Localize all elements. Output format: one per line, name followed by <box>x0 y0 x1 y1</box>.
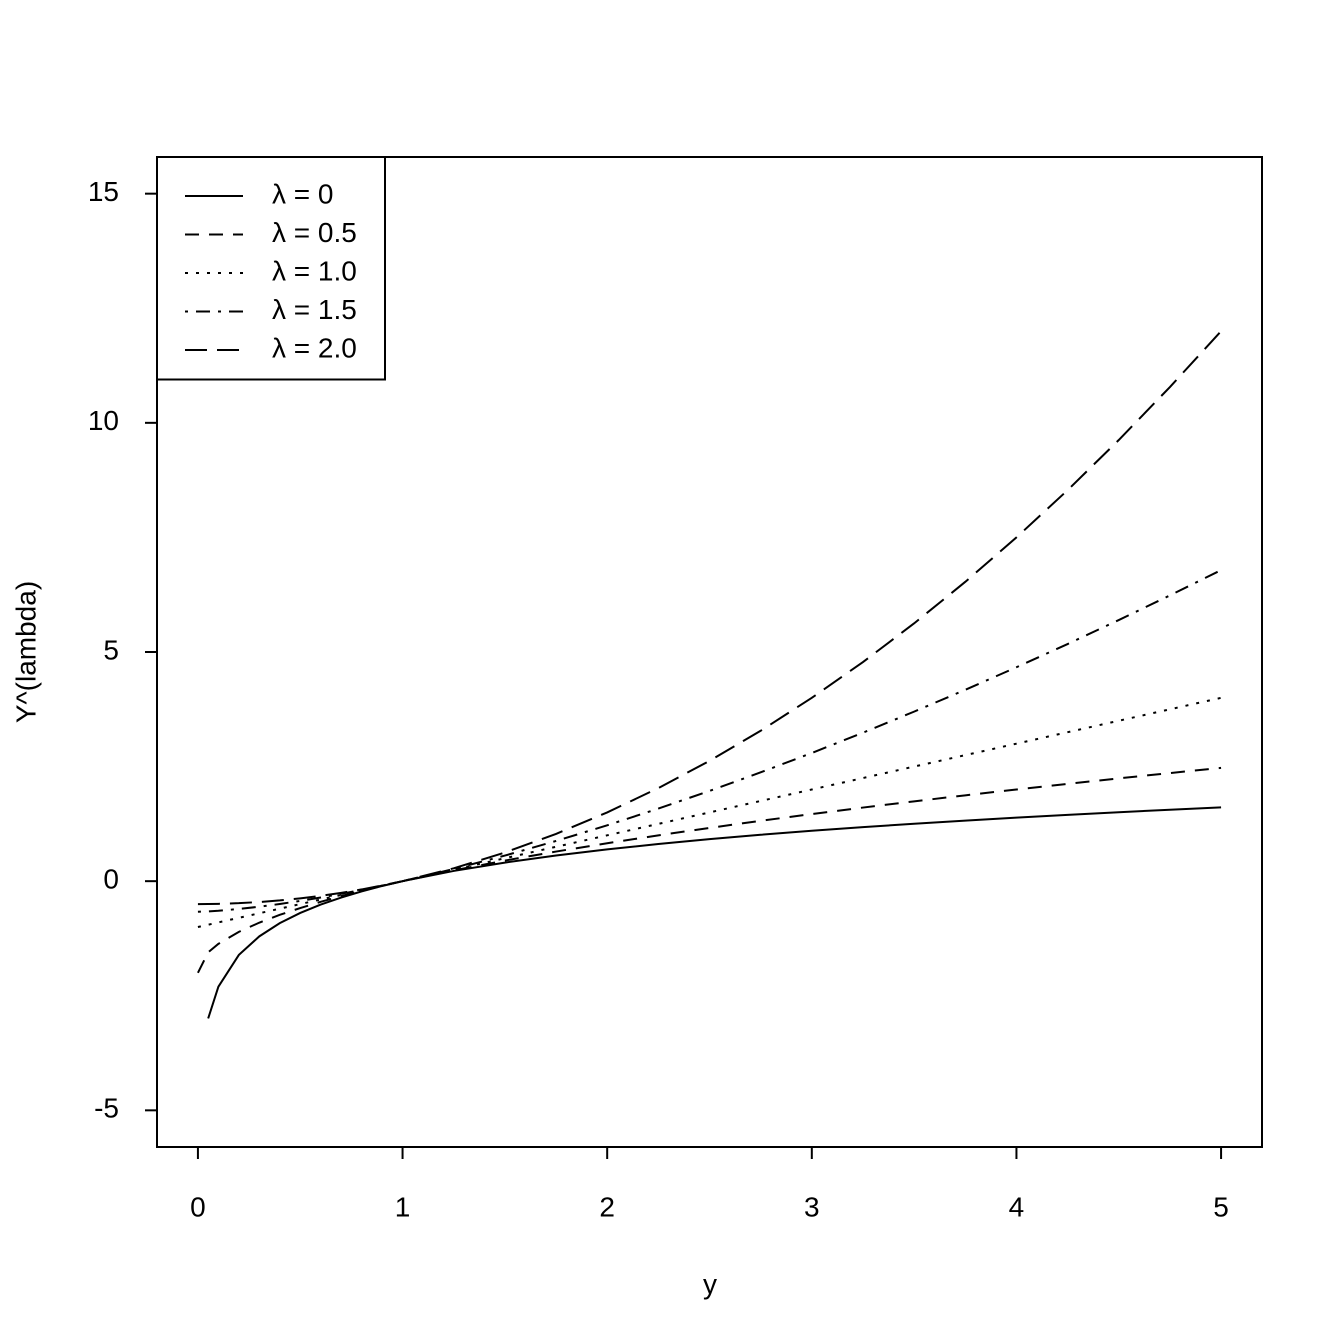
series-line <box>207 806 1222 1019</box>
x-tick-label: 0 <box>190 1191 206 1222</box>
y-tick-label: 15 <box>88 176 119 207</box>
y-tick-label: 0 <box>103 864 119 895</box>
x-tick-label: 2 <box>599 1191 615 1222</box>
y-tick-label: -5 <box>94 1093 119 1124</box>
legend-label: λ = 1.5 <box>272 294 357 325</box>
series-line <box>197 569 1222 913</box>
y-axis-label: Y^(lambda) <box>10 581 41 723</box>
series-line <box>197 766 1222 974</box>
y-tick-label: 10 <box>88 405 119 436</box>
x-axis-label: y <box>703 1268 717 1299</box>
y-tick-label: 5 <box>103 634 119 665</box>
legend-box <box>156 156 386 381</box>
x-tick-label: 4 <box>1009 1191 1025 1222</box>
legend-label: λ = 0 <box>272 178 333 209</box>
x-tick-label: 3 <box>804 1191 820 1222</box>
legend-label: λ = 2.0 <box>272 332 357 363</box>
legend-label: λ = 0.5 <box>272 217 357 248</box>
x-tick-label: 1 <box>395 1191 411 1222</box>
legend-label: λ = 1.0 <box>272 255 357 286</box>
x-tick-label: 5 <box>1213 1191 1229 1222</box>
series-line <box>197 330 1222 906</box>
